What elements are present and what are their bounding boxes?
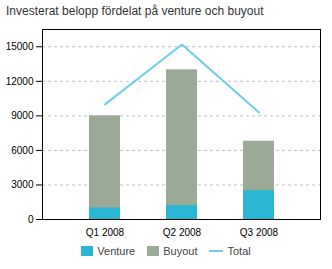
svg-text:15000: 15000 [6,41,34,52]
svg-text:Q3 2008: Q3 2008 [240,227,279,238]
svg-text:6000: 6000 [11,145,34,156]
svg-text:Q1 2008: Q1 2008 [86,227,125,238]
svg-text:3000: 3000 [11,179,34,190]
html-text:Venture: Venture [97,245,136,257]
svg-text:0: 0 [28,214,34,225]
svg-text:Q2 2008: Q2 2008 [163,227,202,238]
svg-text:9000: 9000 [11,110,34,121]
html-text:Investerat belopp fördelat på: Investerat belopp fördelat på venture oc… [6,4,264,18]
html-text:Buyout: Buyout [163,245,198,257]
svg-text:12000: 12000 [6,76,34,87]
html-text:Total: Total [227,245,251,257]
